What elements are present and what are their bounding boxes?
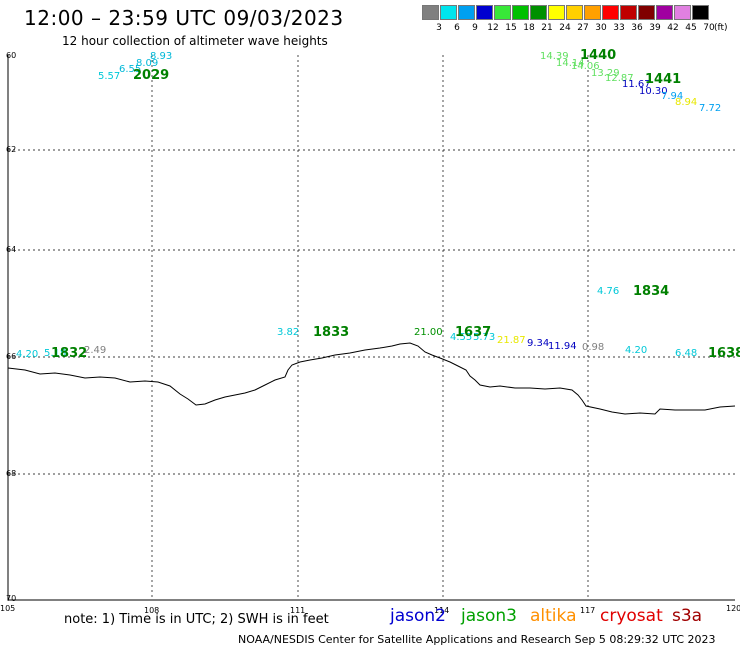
satellite-label-cryosat: cryosat	[600, 606, 663, 626]
legend-swatch	[692, 5, 709, 20]
legend-swatch	[566, 5, 583, 20]
satellite-label-altika: altika	[530, 606, 577, 626]
wave-height-value: 9.34	[527, 338, 550, 349]
legend-value-label: 42	[667, 23, 679, 33]
legend-value-label: 12	[487, 23, 499, 33]
wave-height-value: 8.09	[136, 58, 159, 69]
x-tick-label: 120	[726, 604, 740, 613]
coastline	[7, 342, 736, 415]
wave-height-value: 4.20	[625, 345, 648, 356]
source-credit-footer: NOAA/NESDIS Center for Satellite Applica…	[238, 633, 716, 646]
legend-value-label: 9	[472, 23, 478, 33]
y-tick-label: 64	[6, 245, 17, 254]
satellite-label-s3a: s3a	[672, 606, 703, 626]
units-note: note: 1) Time is in UTC; 2) SWH is in fe…	[64, 612, 329, 627]
satellite-label-jason2: jason2	[390, 606, 446, 626]
y-tick-label: 68	[6, 469, 17, 478]
legend-swatch	[458, 5, 475, 20]
pass-time-label: 1834	[633, 284, 670, 299]
legend-swatch	[530, 5, 547, 20]
map-title: 12:00 – 23:59 UTC 09/03/2023	[24, 6, 344, 30]
legend-value-label: 45	[685, 23, 697, 33]
pass-time-label: 1637	[455, 325, 492, 340]
wave-height-value: 2.49	[84, 345, 107, 356]
map-grid	[8, 55, 735, 600]
legend-swatch	[656, 5, 673, 20]
legend-value-label: 27	[577, 23, 589, 33]
legend-swatch	[476, 5, 493, 20]
pass-time-label: 1440	[580, 48, 617, 63]
y-tick-label: 62	[6, 145, 17, 154]
wave-height-value: 6.55	[119, 64, 142, 75]
legend-swatch	[638, 5, 655, 20]
wave-height-value: 4.20	[16, 349, 39, 360]
wave-height-value: 14.06	[571, 61, 600, 72]
pass-time-label: 1832	[51, 346, 88, 361]
legend-unit-label: (ft)	[714, 23, 728, 33]
x-tick-label: 114	[434, 606, 450, 615]
wave-height-value: 6.48	[675, 348, 698, 359]
legend-value-label: 6	[454, 23, 460, 33]
wave-height-value: 5.73	[473, 332, 496, 343]
pass-time-label: 1638	[708, 346, 740, 361]
wave-height-value: 11.67	[622, 79, 651, 90]
wave-height-value: 5.18	[44, 348, 67, 359]
legend-swatch	[620, 5, 637, 20]
legend-value-label: 15	[505, 23, 517, 33]
y-tick-label: 70	[6, 594, 17, 603]
pass-time-label: 1833	[313, 325, 350, 340]
pass-time-label: 2029	[133, 68, 170, 83]
map-subtitle: 12 hour collection of altimeter wave hei…	[62, 34, 328, 48]
y-tick-label: 60	[6, 51, 17, 60]
pass-time-label: 1441	[645, 72, 682, 87]
legend-value-label: 21	[541, 23, 553, 33]
legend-swatch	[422, 5, 439, 20]
wave-height-value: 13.29	[591, 68, 620, 79]
wave-height-value: 3.82	[277, 327, 300, 338]
legend-swatch	[674, 5, 691, 20]
legend-swatch	[602, 5, 619, 20]
wave-height-value: 10.30	[639, 86, 668, 97]
legend-swatch	[494, 5, 511, 20]
legend-swatch	[512, 5, 529, 20]
legend-value-label: 70	[703, 23, 715, 33]
wave-height-value: 8.94	[675, 97, 698, 108]
x-tick-label: 111	[290, 606, 306, 615]
wave-height-value: 11.94	[548, 341, 577, 352]
wave-height-value: 7.72	[699, 103, 722, 114]
legend-value-label: 24	[559, 23, 571, 33]
y-tick-label: 66	[6, 352, 17, 361]
legend-swatch	[584, 5, 601, 20]
wave-height-value: 21.00	[414, 327, 443, 338]
satellite-label-jason3: jason3	[461, 606, 517, 626]
wave-height-value: 8.93	[150, 51, 173, 62]
wave-height-value: 4.76	[597, 286, 620, 297]
wave-height-value: 7.94	[661, 91, 684, 102]
legend-value-label: 18	[523, 23, 535, 33]
wave-height-value: 21.87	[497, 335, 526, 346]
x-tick-label: 108	[144, 606, 160, 615]
wave-height-value: 14.14	[556, 58, 585, 69]
legend-swatch	[440, 5, 457, 20]
x-tick-label: 117	[580, 606, 596, 615]
legend-value-label: 30	[595, 23, 607, 33]
legend-value-label: 36	[631, 23, 643, 33]
legend-value-label: 3	[436, 23, 442, 33]
wave-height-value: 14.39	[540, 51, 569, 62]
wave-height-value: 4.55	[450, 332, 473, 343]
wave-height-value: 5.57	[98, 71, 121, 82]
legend-swatch	[548, 5, 565, 20]
x-tick-label: 105	[0, 604, 16, 613]
legend-value-label: 39	[649, 23, 661, 33]
wave-height-value: 12.87	[605, 73, 634, 84]
wave-height-value: 0.98	[582, 342, 605, 353]
legend-value-label: 33	[613, 23, 625, 33]
